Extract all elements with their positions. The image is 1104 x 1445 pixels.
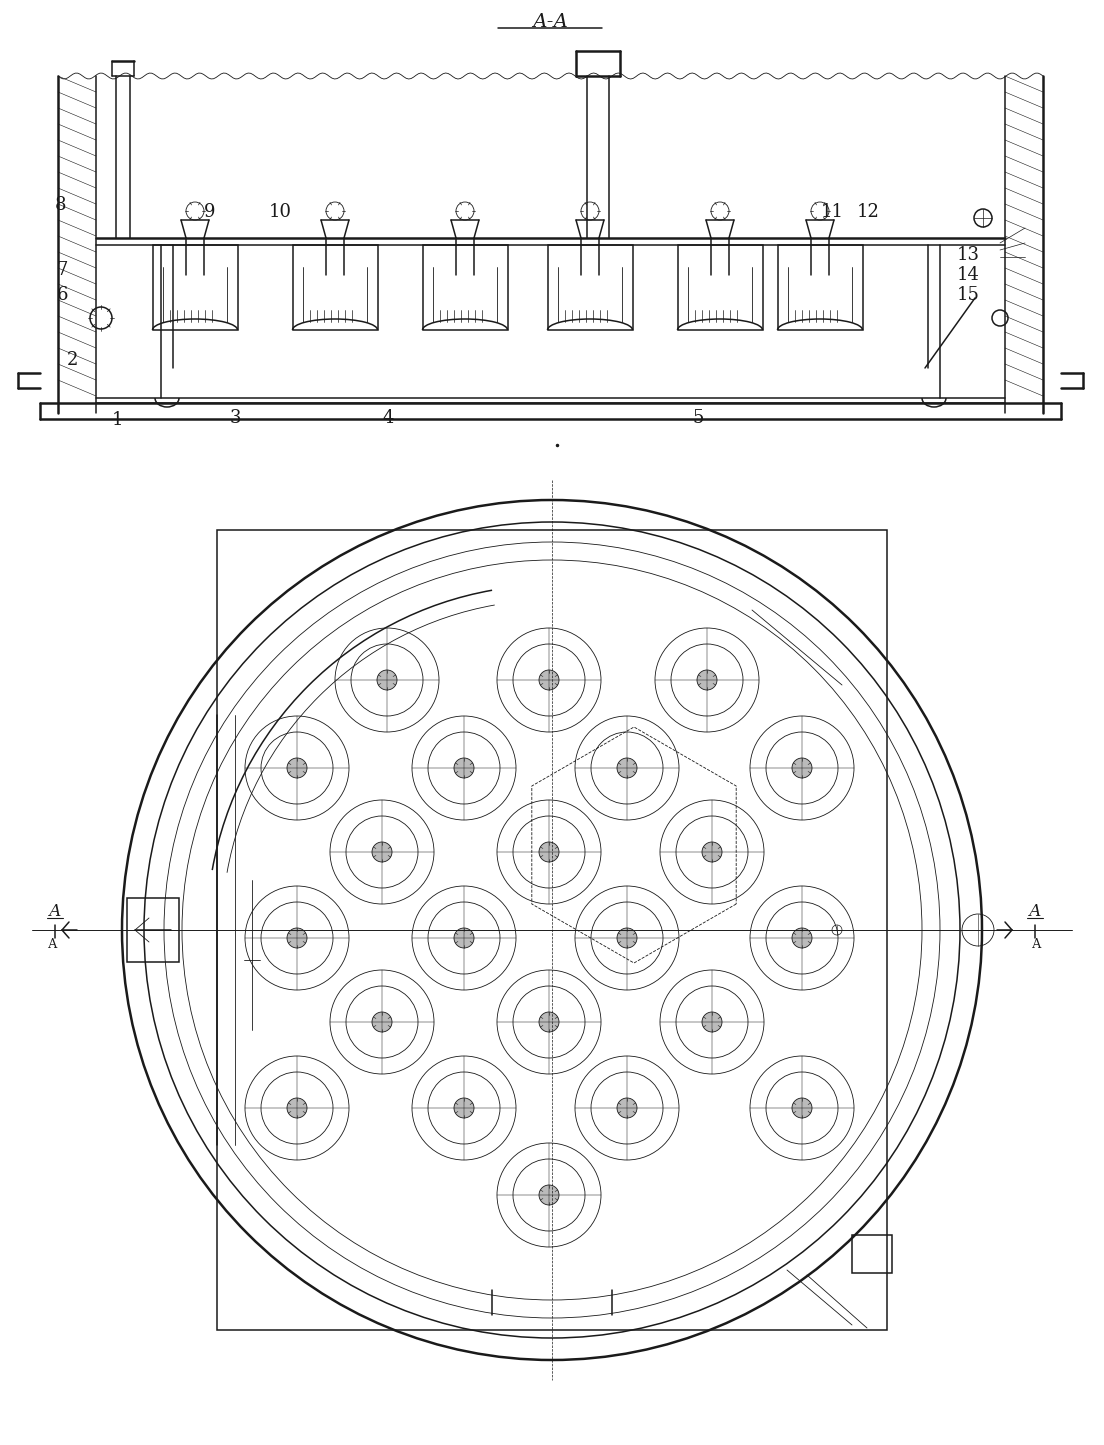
Circle shape [702,842,722,863]
Text: А: А [1032,938,1042,951]
Bar [423,246,508,329]
Circle shape [372,842,392,863]
Text: 13: 13 [956,246,979,264]
Text: А-А: А-А [532,13,569,30]
Text: 1: 1 [113,410,124,429]
Text: 11: 11 [820,202,843,221]
Bar [293,246,378,329]
Circle shape [454,1098,474,1118]
Text: А: А [49,938,57,951]
Bar [153,246,238,329]
Text: 7: 7 [56,262,67,279]
Circle shape [792,1098,813,1118]
Circle shape [617,928,637,948]
Text: 6: 6 [56,286,67,303]
Circle shape [539,1011,559,1032]
Text: 14: 14 [956,266,979,285]
Circle shape [454,759,474,777]
Bar [548,246,633,329]
Text: 9: 9 [204,202,215,221]
Text: 3: 3 [230,409,241,428]
Bar [778,246,863,329]
Text: 12: 12 [857,202,880,221]
Circle shape [697,670,716,691]
Text: А: А [49,903,62,920]
Circle shape [287,1098,307,1118]
Circle shape [617,759,637,777]
Text: 15: 15 [956,286,979,303]
Text: А: А [1029,903,1041,920]
Text: 5: 5 [692,409,703,428]
Bar [678,246,763,329]
Circle shape [539,1185,559,1205]
Bar [217,530,887,1329]
Circle shape [702,1011,722,1032]
Circle shape [792,759,813,777]
Text: 10: 10 [268,202,291,221]
Text: 8: 8 [54,197,66,214]
Circle shape [792,928,813,948]
Circle shape [287,759,307,777]
Text: 4: 4 [382,409,394,428]
Circle shape [372,1011,392,1032]
Circle shape [376,670,397,691]
Circle shape [617,1098,637,1118]
Circle shape [287,928,307,948]
Text: 2: 2 [66,351,77,368]
Bar [852,1235,892,1273]
Bar [127,897,179,962]
Circle shape [454,928,474,948]
Circle shape [539,670,559,691]
Circle shape [539,842,559,863]
